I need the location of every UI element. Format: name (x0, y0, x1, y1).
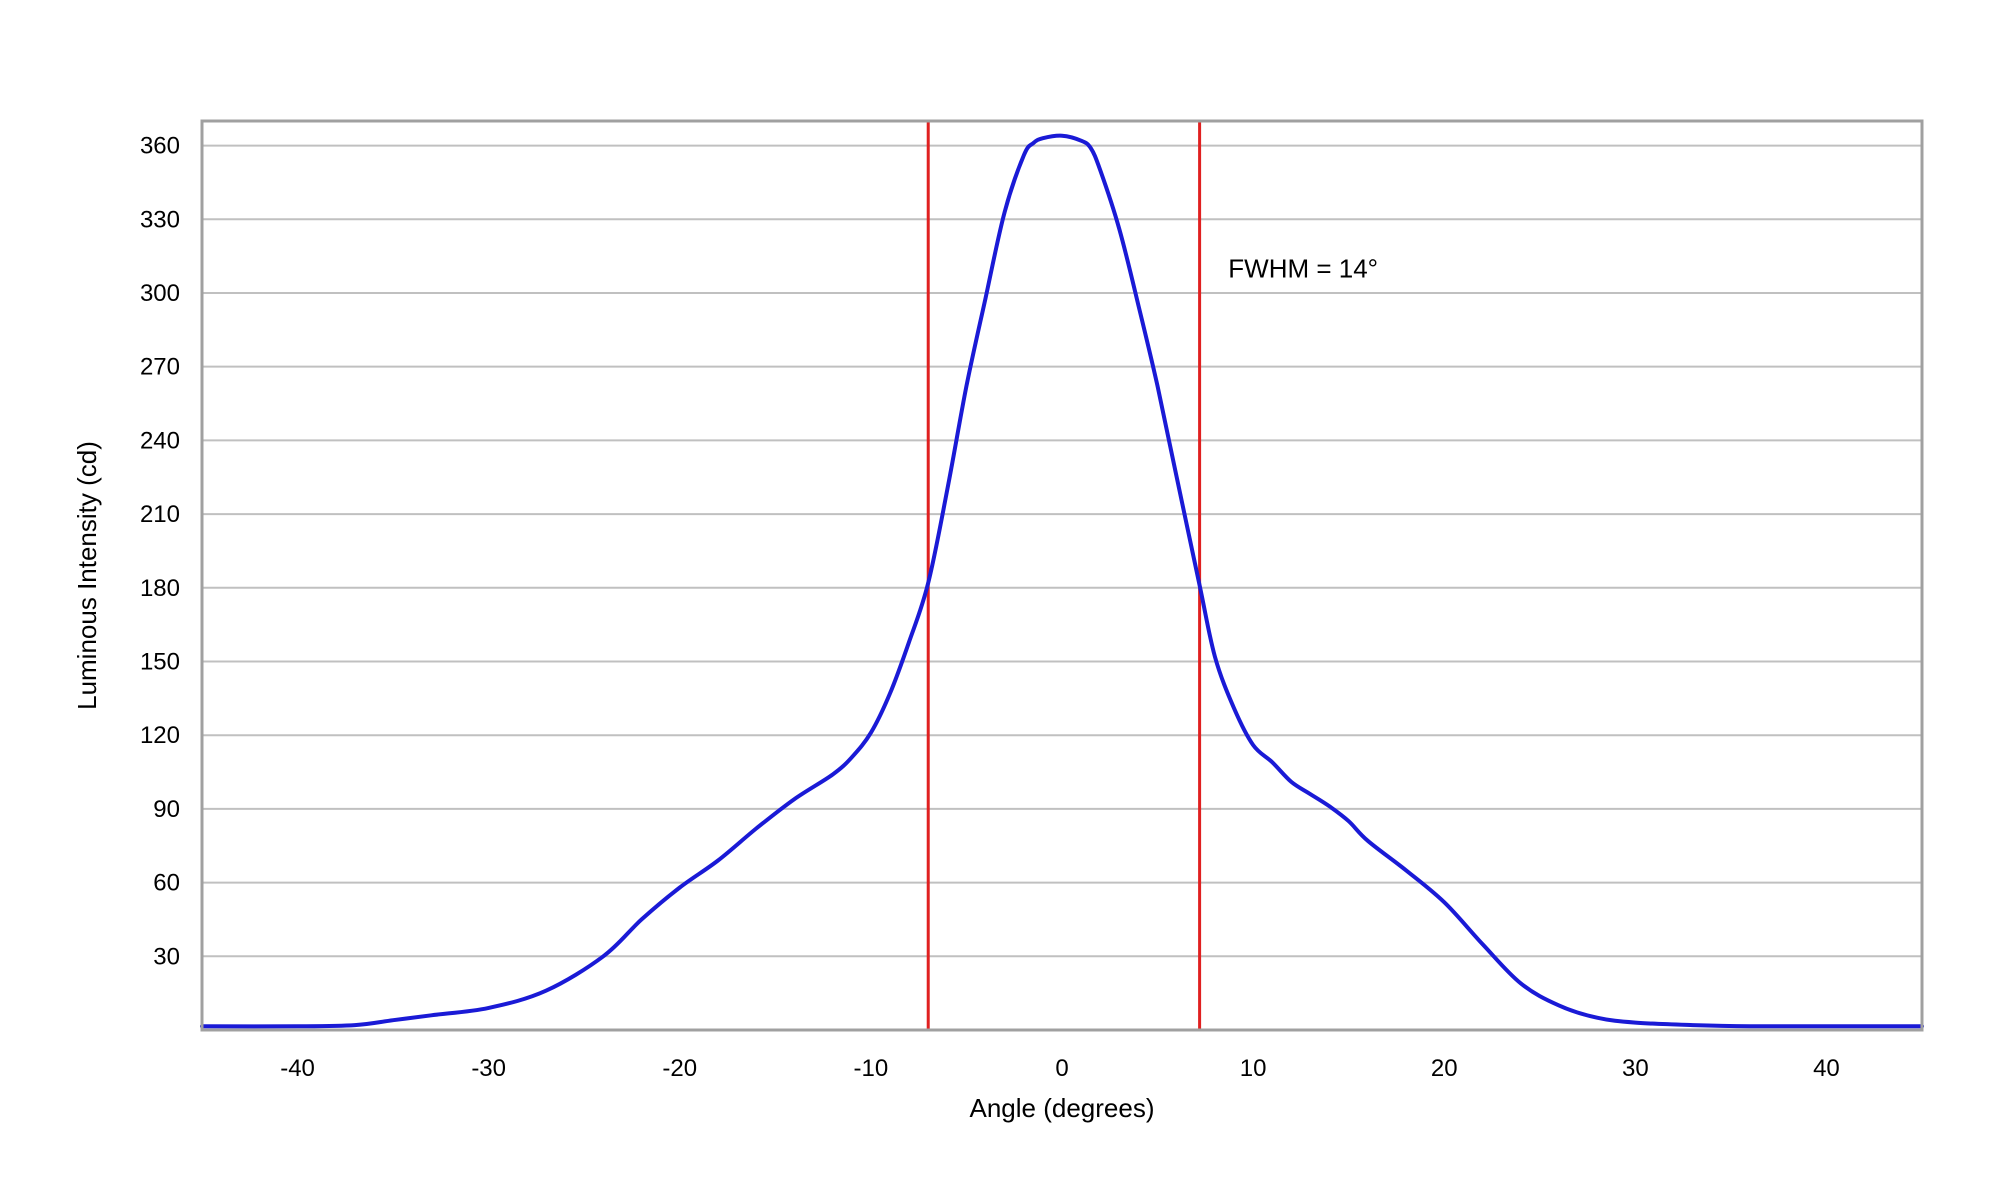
plot-frame (200, 119, 1924, 1032)
y-tick-label: 60 (153, 870, 180, 897)
x-tick-label: 20 (1431, 1055, 1458, 1082)
x-tick-label: 30 (1622, 1055, 1649, 1082)
y-tick-label: 180 (140, 575, 180, 602)
y-tick-label: 240 (140, 427, 180, 454)
x-axis-title: Angle (degrees) (970, 1093, 1155, 1123)
fwhm-annotation: FWHM = 14° (1228, 253, 1378, 283)
y-tick-label: 90 (153, 796, 180, 823)
y-axis-title: Luminous Intensity (cd) (72, 441, 102, 710)
x-tick-label: 40 (1813, 1055, 1840, 1082)
x-tick-label: -30 (471, 1055, 506, 1082)
x-tick-label: 10 (1240, 1055, 1267, 1082)
y-tick-label: 270 (140, 354, 180, 381)
fwhm-markers (926, 121, 1202, 1030)
y-tick-label: 360 (140, 133, 180, 160)
y-tick-label: 120 (140, 722, 180, 749)
intensity-curve (200, 133, 1924, 1029)
x-tick-label: 0 (1055, 1055, 1068, 1082)
x-tick-labels: -40 -30 -20 -10 0 10 20 30 40 (280, 1055, 1840, 1082)
y-tick-labels: 30 60 90 120 150 180 210 240 270 300 330 360 (140, 133, 180, 971)
y-tick-label: 330 (140, 206, 180, 233)
y-tick-label: 210 (140, 501, 180, 528)
y-tick-label: 300 (140, 280, 180, 307)
y-tick-label: 150 (140, 648, 180, 675)
x-tick-label: -10 (854, 1055, 889, 1082)
x-tick-label: -40 (280, 1055, 315, 1082)
x-tick-label: -20 (662, 1055, 697, 1082)
grid-lines (202, 144, 1922, 958)
y-tick-label: 30 (153, 943, 180, 970)
series-layer (200, 133, 1924, 1029)
